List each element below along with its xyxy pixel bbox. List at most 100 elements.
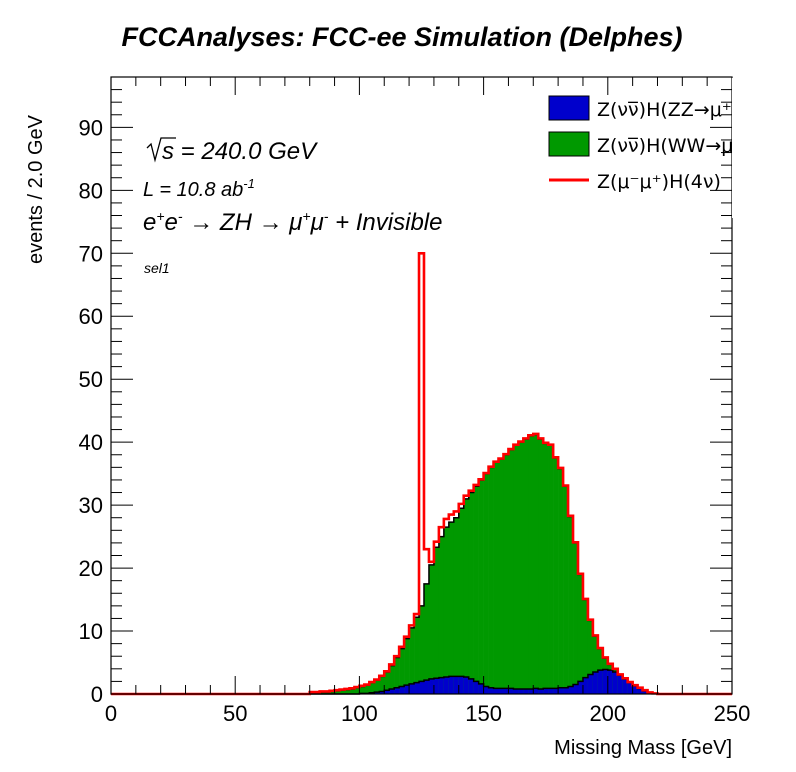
bar-ww-bin-90: [558, 468, 564, 694]
bar-zz-bin-63: [423, 680, 430, 694]
bar-zz-bin-84: [528, 688, 534, 694]
bar-ww-bin-44: [329, 691, 335, 694]
y-tick-label: 0: [91, 682, 103, 707]
annotation-lumi: L = 10.8 ab-1: [143, 176, 255, 201]
bar-ww-bin-63: [423, 583, 430, 694]
bar-zz-bin-86: [538, 688, 544, 694]
bar-ww-bin-71: [463, 498, 469, 694]
bar-zz-bin-54: [379, 691, 385, 694]
process-mu: μ: [310, 209, 324, 236]
y-tick-label: 80: [79, 178, 103, 203]
bar-ww-bin-61: [414, 617, 420, 694]
process-e2: e: [165, 209, 178, 236]
bar-zz-bin-97: [592, 671, 599, 694]
bar-ww-bin-49: [354, 687, 360, 694]
axis-ticks: [110, 76, 733, 695]
x-tick-label: 100: [341, 701, 378, 726]
bar-ww-bin-57: [394, 657, 400, 694]
bar-zz-bin-83: [523, 688, 529, 694]
bar-zz-bin-60: [409, 683, 415, 694]
bar-zz-bin-88: [548, 688, 554, 694]
bar-ww-bin-75: [483, 473, 489, 694]
bar-ww-bin-74: [478, 479, 484, 694]
bar-zz-bin-61: [414, 682, 420, 694]
annotations: s = 240.0 GeV L = 10.8 ab-1 e+e- → ZH → …: [143, 137, 442, 276]
x-tick-label: 150: [465, 701, 502, 726]
bar-zz-bin-104: [627, 682, 633, 694]
bar-zz-bin-87: [543, 688, 549, 694]
bar-zz-bin-95: [582, 677, 589, 694]
bar-zz-bin-56: [389, 688, 395, 694]
bar-ww-bin-72: [468, 492, 474, 694]
bar-zz-bin-67: [443, 677, 450, 694]
bar-zz-bin-98: [597, 670, 604, 694]
bar-ww-bin-56: [389, 665, 395, 694]
bar-zz-bin-89: [553, 688, 559, 694]
bar-zz-bin-57: [394, 687, 400, 694]
legend: Z(νν̅)H(ZZ→μ⁺μ⁻ν̅ν Z(νν̅)H(WW→μ⁺νμ Z(μ⁻μ…: [548, 95, 775, 193]
bar-zz-bin-58: [399, 686, 405, 694]
bar-zz-bin-62: [419, 681, 425, 694]
y-tick-label: 70: [79, 241, 103, 266]
process-sup2: -: [178, 208, 183, 224]
legend-label-zz: Z(νν̅)H(ZZ→μ⁺μ⁻ν̅ν: [597, 99, 775, 121]
bar-zz-bin-103: [622, 678, 628, 694]
bar-ww-bin-43: [324, 692, 330, 694]
bar-zz-bin-100: [607, 670, 614, 694]
bar-ww-bin-83: [523, 439, 529, 694]
bar-ww-bin-76: [488, 467, 494, 694]
bar-ww-bin-84: [528, 435, 534, 694]
bar-zz-bin-105: [632, 685, 638, 694]
x-tick-label: 50: [223, 701, 247, 726]
bar-zz-bin-59: [404, 685, 410, 694]
x-tick-label: 250: [714, 701, 751, 726]
bar-ww-bin-82: [518, 442, 524, 694]
bar-zz-bin-102: [617, 675, 624, 694]
plot-area: [111, 251, 732, 696]
bar-zz-bin-76: [488, 687, 494, 694]
bar-zz-bin-72: [468, 678, 474, 694]
plot-frame: [110, 76, 733, 695]
process-e1: e: [143, 209, 156, 236]
bar-ww-bin-80: [508, 449, 514, 694]
process-sup4: -: [324, 208, 329, 224]
annotation-process: e+e- → ZH → μ+μ- + Invisible: [143, 208, 442, 236]
bar-zz-bin-81: [513, 688, 519, 694]
annotation-sqrt-s: s = 240.0 GeV: [162, 138, 318, 165]
bar-zz-bin-73: [473, 681, 479, 694]
bar-ww-bin-47: [344, 689, 350, 694]
bar-ww-bin-62: [419, 605, 425, 694]
bar-zz-bin-106: [637, 688, 643, 694]
y-tick-label: 30: [79, 493, 103, 518]
y-tick-label: 40: [79, 430, 103, 455]
bar-zz-bin-77: [493, 688, 499, 694]
x-tick-label: 200: [589, 701, 626, 726]
bar-ww-bin-89: [553, 457, 559, 694]
bar-ww-bin-48: [349, 688, 355, 694]
bar-ww-bin-69: [453, 517, 460, 694]
bar-ww-bin-73: [473, 486, 479, 694]
bar-zz-bin-75: [483, 686, 489, 694]
bar-zz-bin-71: [463, 677, 469, 694]
process-end: + Invisible: [328, 209, 442, 236]
annotation-selection: sel1: [144, 260, 170, 276]
bar-ww-bin-97: [592, 636, 599, 694]
bar-zz-bin-99: [602, 669, 609, 694]
bar-zz-bin-91: [563, 687, 569, 694]
bar-zz-bin-53: [374, 692, 380, 694]
bar-zz-bin-93: [573, 684, 579, 694]
bar-zz-bin-101: [612, 671, 619, 694]
bar-zz-bin-90: [558, 687, 564, 694]
bar-ww-bin-85: [533, 434, 539, 694]
bar-ww-bin-50: [359, 686, 365, 694]
bar-ww-bin-86: [538, 439, 544, 694]
bar-ww-bin-77: [493, 462, 499, 694]
bar-zz-bin-96: [587, 674, 594, 694]
bar-ww-bin-68: [448, 522, 455, 694]
bar-ww-bin-66: [438, 536, 445, 694]
lumi-text: L = 10.8 ab: [143, 179, 243, 201]
bar-ww-bin-70: [458, 508, 465, 694]
bar-ww-bin-88: [548, 445, 554, 694]
x-axis-label: Missing Mass [GeV]: [554, 737, 732, 759]
